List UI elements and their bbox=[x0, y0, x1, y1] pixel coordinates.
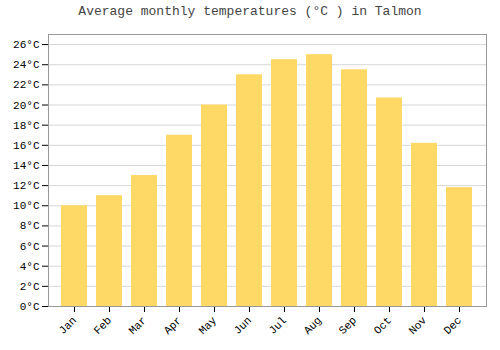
svg-text:Apr: Apr bbox=[162, 314, 184, 336]
svg-text:10°C: 10°C bbox=[13, 200, 40, 212]
svg-text:Nov: Nov bbox=[407, 314, 430, 337]
html-text:Average monthly temperatures (: Average monthly temperatures (°C ) in Ta… bbox=[78, 4, 422, 19]
svg-text:26°C: 26°C bbox=[13, 39, 40, 51]
svg-text:Oct: Oct bbox=[372, 314, 394, 336]
svg-text:Mar: Mar bbox=[127, 314, 149, 336]
svg-text:24°C: 24°C bbox=[13, 59, 40, 71]
svg-text:16°C: 16°C bbox=[13, 140, 40, 152]
svg-text:Dec: Dec bbox=[442, 314, 464, 336]
svg-text:Jun: Jun bbox=[232, 314, 254, 336]
svg-text:2°C: 2°C bbox=[20, 281, 40, 293]
svg-text:8°C: 8°C bbox=[20, 220, 40, 232]
svg-text:Aug: Aug bbox=[302, 314, 324, 336]
svg-text:Sep: Sep bbox=[337, 314, 359, 336]
svg-text:May: May bbox=[197, 314, 220, 337]
svg-text:6°C: 6°C bbox=[20, 241, 40, 253]
svg-text:18°C: 18°C bbox=[13, 120, 40, 132]
svg-text:12°C: 12°C bbox=[13, 180, 40, 192]
svg-text:Jan: Jan bbox=[57, 314, 79, 336]
svg-text:20°C: 20°C bbox=[13, 100, 40, 112]
svg-text:Feb: Feb bbox=[92, 314, 114, 336]
svg-text:Jul: Jul bbox=[267, 314, 289, 336]
svg-text:22°C: 22°C bbox=[13, 79, 40, 91]
svg-text:4°C: 4°C bbox=[20, 261, 40, 273]
svg-text:0°C: 0°C bbox=[20, 301, 40, 313]
svg-text:14°C: 14°C bbox=[13, 160, 40, 172]
